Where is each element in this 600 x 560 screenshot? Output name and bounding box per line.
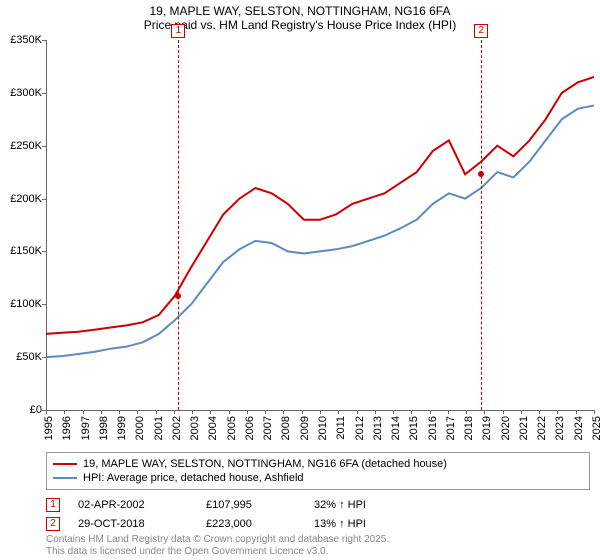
y-tick xyxy=(42,251,46,252)
x-tick-label: 2000 xyxy=(134,416,146,440)
y-tick xyxy=(42,304,46,305)
x-tick-label: 2004 xyxy=(207,416,219,440)
x-tick-label: 2009 xyxy=(299,416,311,440)
sale-marker-box: 1 xyxy=(171,24,185,38)
x-tick-label: 1996 xyxy=(61,416,73,440)
sale-price: £107,995 xyxy=(206,499,296,511)
x-tick-label: 2017 xyxy=(445,416,457,440)
series_red-line xyxy=(46,77,594,334)
legend-label: HPI: Average price, detached house, Ashf… xyxy=(83,472,304,484)
y-tick xyxy=(42,93,46,94)
sale-pct: 13% ↑ HPI xyxy=(314,518,404,530)
x-tick-label: 2003 xyxy=(189,416,201,440)
y-tick-label: £150K xyxy=(10,245,42,257)
x-tick xyxy=(594,410,595,414)
x-tick-label: 2001 xyxy=(153,416,165,440)
y-axis-labels: £0£50K£100K£150K£200K£250K£300K£350K xyxy=(0,40,44,410)
legend: 19, MAPLE WAY, SELSTON, NOTTINGHAM, NG16… xyxy=(46,452,590,490)
x-tick-label: 2022 xyxy=(536,416,548,440)
sale-price: £223,000 xyxy=(206,518,296,530)
y-tick-label: £100K xyxy=(10,298,42,310)
x-tick-label: 1997 xyxy=(80,416,92,440)
x-tick-label: 2016 xyxy=(427,416,439,440)
sale-date: 29-OCT-2018 xyxy=(78,518,188,530)
x-tick-label: 2019 xyxy=(481,416,493,440)
y-tick-label: £250K xyxy=(10,140,42,152)
chart-area: 12 xyxy=(46,40,594,410)
footer: Contains HM Land Registry data © Crown c… xyxy=(46,534,389,558)
footer-line-2: This data is licensed under the Open Gov… xyxy=(46,546,389,558)
sale-row: 2 29-OCT-2018 £223,000 13% ↑ HPI xyxy=(46,516,590,532)
sales-table: 1 02-APR-2002 £107,995 32% ↑ HPI 2 29-OCT-201… xyxy=(46,494,590,535)
x-tick-label: 2021 xyxy=(518,416,530,440)
title-block: 19, MAPLE WAY, SELSTON, NOTTINGHAM, NG16… xyxy=(0,0,600,34)
x-tick-label: 2020 xyxy=(500,416,512,440)
y-tick xyxy=(42,199,46,200)
x-tick-label: 2012 xyxy=(354,416,366,440)
sale-marker-box: 2 xyxy=(474,24,488,38)
legend-swatch xyxy=(53,463,77,465)
x-tick-label: 2010 xyxy=(317,416,329,440)
x-tick-label: 2006 xyxy=(244,416,256,440)
chart-svg xyxy=(46,40,594,410)
sale-date: 02-APR-2002 xyxy=(78,499,188,511)
sale-marker-line xyxy=(178,40,179,410)
x-tick-label: 2023 xyxy=(554,416,566,440)
x-tick-label: 2011 xyxy=(335,416,347,440)
x-tick-label: 1995 xyxy=(43,416,55,440)
y-tick-label: £200K xyxy=(10,193,42,205)
x-tick-label: 2008 xyxy=(280,416,292,440)
footer-line-1: Contains HM Land Registry data © Crown c… xyxy=(46,534,389,546)
x-axis-labels: 1995 1996 1997 1998 1999 2000 2001 2002 2003 2004… xyxy=(46,412,594,452)
legend-swatch xyxy=(53,477,77,479)
x-tick-label: 2013 xyxy=(372,416,384,440)
x-tick-label: 2024 xyxy=(573,416,585,440)
sale-marker-dot xyxy=(478,171,484,177)
x-tick-label: 2002 xyxy=(171,416,183,440)
x-tick-label: 2015 xyxy=(408,416,420,440)
y-tick xyxy=(42,357,46,358)
y-tick-label: £50K xyxy=(16,351,42,363)
sale-pct: 32% ↑ HPI xyxy=(314,499,404,511)
y-tick-label: £0 xyxy=(30,404,42,416)
legend-label: 19, MAPLE WAY, SELSTON, NOTTINGHAM, NG16… xyxy=(83,458,447,470)
x-tick-label: 2005 xyxy=(226,416,238,440)
series_blue-line xyxy=(46,106,594,358)
title-line-2: Price paid vs. HM Land Registry's House … xyxy=(0,18,600,32)
x-tick-label: 2018 xyxy=(463,416,475,440)
x-tick-label: 2014 xyxy=(390,416,402,440)
chart-container: 19, MAPLE WAY, SELSTON, NOTTINGHAM, NG16… xyxy=(0,0,600,560)
x-tick-label: 1999 xyxy=(116,416,128,440)
title-line-1: 19, MAPLE WAY, SELSTON, NOTTINGHAM, NG16… xyxy=(0,4,600,18)
sale-marker-line xyxy=(481,40,482,410)
y-tick-label: £350K xyxy=(10,34,42,46)
x-tick-label: 2007 xyxy=(262,416,274,440)
y-tick xyxy=(42,146,46,147)
x-tick-label: 2025 xyxy=(591,416,600,440)
sale-row-marker: 2 xyxy=(46,517,60,531)
y-tick-label: £300K xyxy=(10,87,42,99)
x-tick-label: 1998 xyxy=(98,416,110,440)
legend-row: 19, MAPLE WAY, SELSTON, NOTTINGHAM, NG16… xyxy=(53,457,583,471)
sale-marker-dot xyxy=(175,293,181,299)
sale-row-marker: 1 xyxy=(46,498,60,512)
y-tick xyxy=(42,40,46,41)
sale-row: 1 02-APR-2002 £107,995 32% ↑ HPI xyxy=(46,497,590,513)
legend-row: HPI: Average price, detached house, Ashf… xyxy=(53,471,583,485)
